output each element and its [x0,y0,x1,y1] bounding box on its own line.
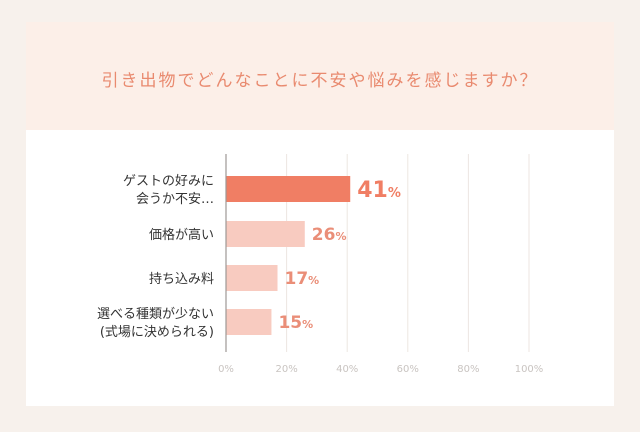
value-unit: % [308,274,319,287]
category-label: ゲストの好みに [123,174,214,189]
bar [226,221,305,247]
x-tick-label: 100% [515,364,544,375]
x-tick-label: 20% [275,364,297,375]
value-number: 15 [278,313,302,333]
value-label: 41% [357,178,401,203]
category-label: 選べる種類が少ない [97,306,214,322]
bar [226,309,272,335]
value-label: 26% [312,225,347,245]
chart-header: 引き出物でどんなことに不安や悩みを感じますか？ [26,22,614,130]
category-label: (式場に決められる) [100,325,214,340]
category-label: 会うか不安… [136,192,214,207]
x-tick-label: 0% [218,364,234,375]
chart-title: 引き出物でどんなことに不安や悩みを感じますか？ [101,70,539,91]
value-label: 17% [285,269,320,289]
bar [226,176,351,202]
value-label: 15% [278,313,313,333]
value-number: 26 [312,225,336,245]
chart-card: 引き出物でどんなことに不安や悩みを感じますか？ [26,22,614,406]
value-number: 17 [285,269,309,289]
value-number: 41 [357,178,388,203]
value-unit: % [388,186,401,201]
x-tick-label: 60% [397,364,419,375]
value-unit: % [302,318,313,331]
bar [226,265,278,291]
x-tick-label: 80% [457,364,479,375]
x-tick-label: 40% [336,364,358,375]
value-unit: % [335,230,346,243]
category-label: 価格が高い [149,227,214,243]
category-label: 持ち込み料 [149,272,214,287]
